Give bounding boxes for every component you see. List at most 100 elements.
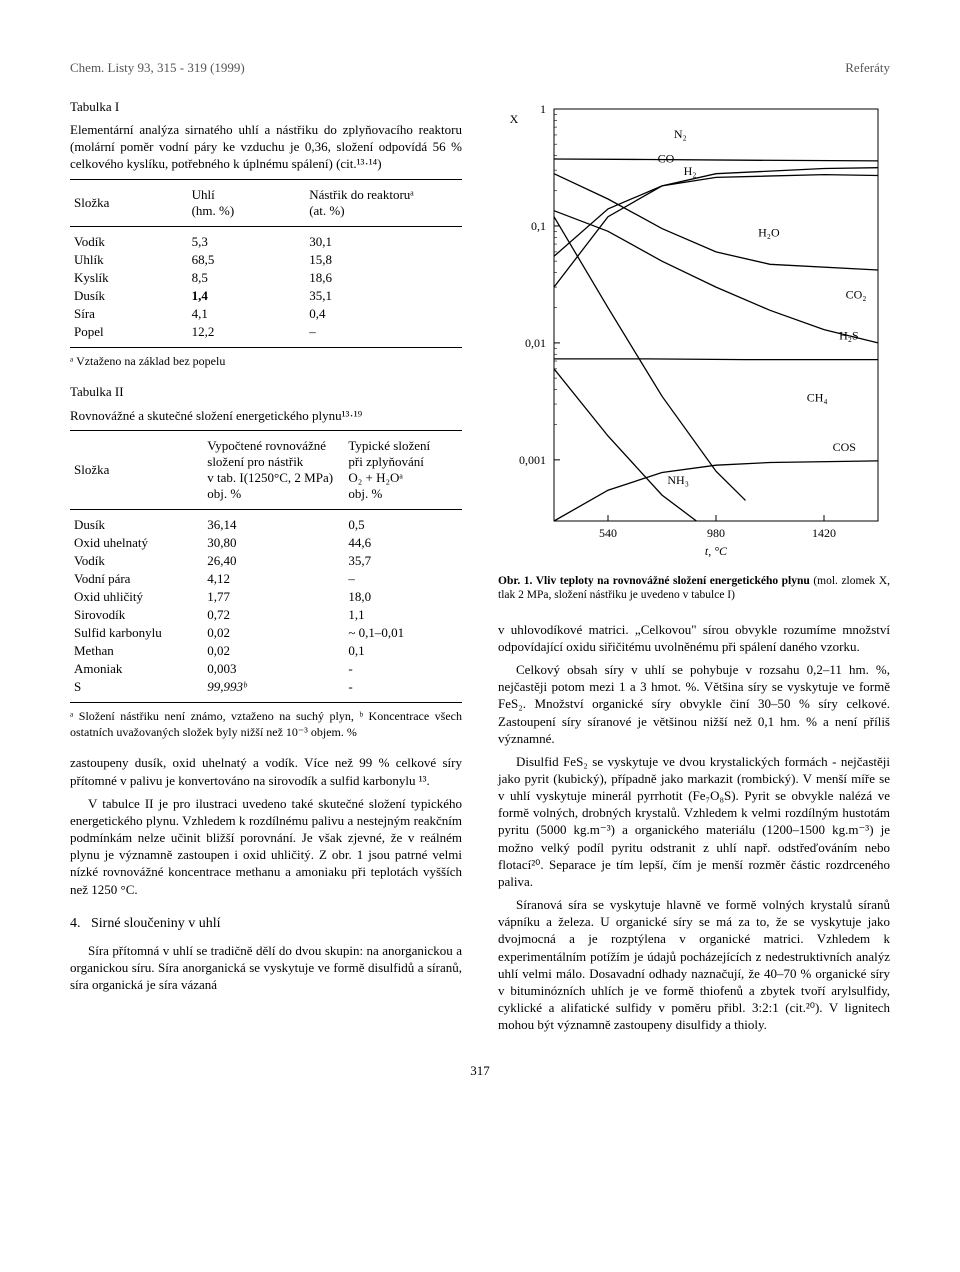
table-cell: 4,1 xyxy=(188,305,306,323)
table-cell: 0,02 xyxy=(203,642,344,660)
table-cell: ~ 0,1–0,01 xyxy=(344,624,462,642)
svg-text:H₂O: H₂O xyxy=(758,226,780,240)
table-cell: 0,4 xyxy=(305,305,462,323)
caption-bold: Obr. 1. Vliv teploty na rovnovážné slože… xyxy=(498,575,810,587)
table-cell: 26,40 xyxy=(203,552,344,570)
table-cell: Oxid uhelnatý xyxy=(70,534,203,552)
t2-h2a: Typické složení xyxy=(348,438,458,454)
table-row: Vodík5,330,1 xyxy=(70,233,462,251)
table1-body: Vodík5,330,1Uhlík68,515,8Kyslík8,518,6Du… xyxy=(70,233,462,341)
table-cell: – xyxy=(305,323,462,341)
running-header: Chem. Listy 93, 315 - 319 (1999) Referát… xyxy=(70,60,890,76)
table-cell: 15,8 xyxy=(305,251,462,269)
t1-h0: Složka xyxy=(70,186,188,220)
table1-title: Tabulka I xyxy=(70,98,462,115)
table-row: S99,993ᵇ- xyxy=(70,678,462,696)
table-cell: Uhlík xyxy=(70,251,188,269)
section-4-num: 4. xyxy=(70,916,81,931)
left-column: Tabulka I Elementární analýza sirnatého … xyxy=(70,96,462,1039)
t1-h2a: Nástřik do reaktoruᵃ xyxy=(309,187,458,203)
table-cell: 1,4 xyxy=(188,287,306,305)
table-cell: Oxid uhličitý xyxy=(70,588,203,606)
table2-footnote: ᵃ Složení nástřiku není známo, vztaženo … xyxy=(70,709,462,741)
table-cell: S xyxy=(70,678,203,696)
table-row: Kyslík8,518,6 xyxy=(70,269,462,287)
table-cell: Sulfid karbonylu xyxy=(70,624,203,642)
table-cell: 0,72 xyxy=(203,606,344,624)
table-cell: Dusík xyxy=(70,516,203,534)
t2-h1b: složení pro nástřik xyxy=(207,454,340,470)
t1-h2b: (at. %) xyxy=(309,203,458,219)
t2-h0: Složka xyxy=(70,437,203,503)
table2-title: Tabulka II xyxy=(70,383,462,400)
table-cell: 18,0 xyxy=(344,588,462,606)
table-row: Amoniak0,003- xyxy=(70,660,462,678)
right-p3: Disulfid FeS₂ se vyskytuje ve dvou kryst… xyxy=(498,753,890,890)
header-left: Chem. Listy 93, 315 - 319 (1999) xyxy=(70,60,245,76)
t2-h1c: v tab. I(1250°C, 2 MPa) xyxy=(207,470,340,486)
table-row: Oxid uhelnatý30,8044,6 xyxy=(70,534,462,552)
t2-h2c: O₂ + H₂Oᵃ xyxy=(348,470,458,486)
table-row: Sirovodík0,721,1 xyxy=(70,606,462,624)
section-4-title: Sirné sloučeniny v uhlí xyxy=(91,916,221,931)
table-cell: 0,003 xyxy=(203,660,344,678)
svg-text:0,01: 0,01 xyxy=(525,336,546,350)
table-cell: Vodní pára xyxy=(70,570,203,588)
left-p1: zastoupeny dusík, oxid uhelnatý a vodík.… xyxy=(70,754,462,788)
page-number: 317 xyxy=(70,1063,890,1079)
table-cell: 8,5 xyxy=(188,269,306,287)
table-row: Sulfid karbonylu0,02~ 0,1–0,01 xyxy=(70,624,462,642)
table-cell: 1,1 xyxy=(344,606,462,624)
svg-text:1: 1 xyxy=(540,102,546,116)
table-cell: Dusík xyxy=(70,287,188,305)
table-cell: - xyxy=(344,678,462,696)
left-p2: V tabulce II je pro ilustraci uvedeno ta… xyxy=(70,795,462,898)
right-p2: Celkový obsah síry v uhlí se pohybuje v … xyxy=(498,661,890,747)
table-cell: 5,3 xyxy=(188,233,306,251)
table-row: Oxid uhličitý1,7718,0 xyxy=(70,588,462,606)
t1-h1a: Uhlí xyxy=(192,187,302,203)
svg-text:t, °C: t, °C xyxy=(705,544,728,558)
svg-text:0,1: 0,1 xyxy=(531,219,546,233)
table-row: Dusík1,435,1 xyxy=(70,287,462,305)
section4-p: Síra přítomná v uhlí se tradičně dělí do… xyxy=(70,942,462,993)
table-cell: 4,12 xyxy=(203,570,344,588)
t2-h2b: při zplyňování xyxy=(348,454,458,470)
table-row: Vodní pára4,12– xyxy=(70,570,462,588)
svg-text:X: X xyxy=(510,112,519,126)
table-cell: 30,80 xyxy=(203,534,344,552)
svg-text:N₂: N₂ xyxy=(674,127,687,141)
table-cell: Methan xyxy=(70,642,203,660)
right-column: 10,10,010,0015409801420t, °CXN₂COH₂H₂OCO… xyxy=(498,96,890,1039)
table-cell: 18,6 xyxy=(305,269,462,287)
table-cell: 99,993ᵇ xyxy=(203,678,344,696)
chart-svg: 10,10,010,0015409801420t, °CXN₂COH₂H₂OCO… xyxy=(498,96,888,566)
table-cell: Popel xyxy=(70,323,188,341)
table-cell: – xyxy=(344,570,462,588)
figure-1-chart: 10,10,010,0015409801420t, °CXN₂COH₂H₂OCO… xyxy=(498,96,890,566)
table-cell: Vodík xyxy=(70,552,203,570)
right-p4: Síranová síra se vyskytuje hlavně ve for… xyxy=(498,896,890,1033)
table-cell: 36,14 xyxy=(203,516,344,534)
table-cell: 68,5 xyxy=(188,251,306,269)
svg-text:COS: COS xyxy=(833,440,856,454)
svg-text:980: 980 xyxy=(707,526,725,540)
table-cell: Amoniak xyxy=(70,660,203,678)
table-cell: 0,02 xyxy=(203,624,344,642)
table2: Složka Vypočtené rovnovážné složení pro … xyxy=(70,437,462,503)
table-row: Methan0,020,1 xyxy=(70,642,462,660)
table1: Složka Uhlí (hm. %) Nástřik do reaktoruᵃ… xyxy=(70,186,462,220)
table1-desc: Elementární analýza sirnatého uhlí a nás… xyxy=(70,121,462,172)
svg-text:1420: 1420 xyxy=(812,526,836,540)
table-cell: 35,1 xyxy=(305,287,462,305)
svg-text:CO: CO xyxy=(658,152,675,166)
table-row: Popel12,2– xyxy=(70,323,462,341)
right-p1: v uhlovodíkové matrici. „Celkovou" sírou… xyxy=(498,621,890,655)
table-cell: 12,2 xyxy=(188,323,306,341)
svg-text:H₂: H₂ xyxy=(684,164,697,178)
section-4-heading: 4. Sirné sloučeniny v uhlí xyxy=(70,916,462,932)
svg-text:CH₄: CH₄ xyxy=(807,391,828,405)
figure-1-caption: Obr. 1. Vliv teploty na rovnovážné slože… xyxy=(498,574,890,603)
table-cell: Kyslík xyxy=(70,269,188,287)
table-row: Dusík36,140,5 xyxy=(70,516,462,534)
